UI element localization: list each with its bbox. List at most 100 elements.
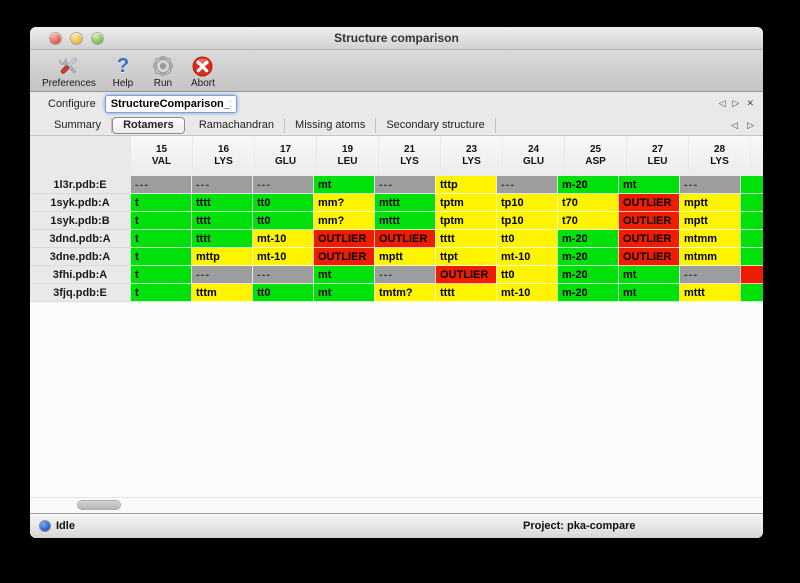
rotamer-cell[interactable]: mm? xyxy=(313,194,374,212)
tab-prev-icon[interactable]: ◁ xyxy=(731,119,739,130)
toolbar-button-preferences[interactable]: Preferences xyxy=(42,54,96,89)
rotamer-cell[interactable]: mt xyxy=(618,284,679,302)
rotamer-cell[interactable]: mt-10 xyxy=(496,284,557,302)
rotamer-cell[interactable]: --- xyxy=(191,176,252,194)
rotamer-cell[interactable]: mt xyxy=(618,266,679,284)
rotamer-cell[interactable]: mptt xyxy=(679,194,740,212)
rotamer-cell[interactable]: mttt xyxy=(679,284,740,302)
rotamer-cell[interactable]: OUTLIER xyxy=(618,248,679,266)
rotamer-cell[interactable]: --- xyxy=(374,266,435,284)
toolbar-button-abort[interactable]: Abort xyxy=(190,54,216,89)
rotamer-cell[interactable]: --- xyxy=(374,176,435,194)
rotamer-cell[interactable]: tp10 xyxy=(496,194,557,212)
rotamer-cell[interactable]: tttm xyxy=(191,284,252,302)
rotamer-cell[interactable]: OUTLIER xyxy=(435,266,496,284)
row-label[interactable]: 1syk.pdb:A xyxy=(30,194,130,212)
rotamer-cell[interactable]: mptt xyxy=(374,248,435,266)
toolbar-button-help[interactable]: ? Help xyxy=(110,54,136,90)
row-label[interactable]: 3dnd.pdb:A xyxy=(30,230,130,248)
tab-ramachandran[interactable]: Ramachandran xyxy=(189,117,286,133)
rotamer-cell[interactable]: t xyxy=(130,230,191,248)
close-button[interactable] xyxy=(50,33,61,44)
rotamer-cell[interactable]: mttt xyxy=(374,194,435,212)
rotamer-cell[interactable]: tt0 xyxy=(252,194,313,212)
rotamer-cell[interactable]: t xyxy=(130,266,191,284)
scrollbar-thumb[interactable] xyxy=(78,501,120,509)
tab-missing-atoms[interactable]: Missing atoms xyxy=(285,117,377,133)
rotamer-cell[interactable]: --- xyxy=(252,266,313,284)
toolbar-button-run[interactable]: Run xyxy=(150,54,176,89)
rotamer-cell[interactable]: --- xyxy=(130,176,191,194)
status-indicator-icon xyxy=(40,521,50,531)
rotamer-cell[interactable]: mt-10 xyxy=(252,230,313,248)
rotamer-cell[interactable]: mt-10 xyxy=(496,248,557,266)
rotamer-cell[interactable]: OUTLIER xyxy=(374,230,435,248)
rotamer-cell[interactable]: tttt xyxy=(191,194,252,212)
rotamer-cell[interactable]: OUTLIER xyxy=(618,212,679,230)
rotamer-cell[interactable]: tt0 xyxy=(252,284,313,302)
rotamer-cell[interactable]: mt xyxy=(313,266,374,284)
rotamer-cell[interactable]: mptt xyxy=(679,212,740,230)
rotamer-cell[interactable]: OUTLIER xyxy=(313,230,374,248)
row-label[interactable]: 1syk.pdb:B xyxy=(30,212,130,230)
rotamer-cell[interactable]: --- xyxy=(252,176,313,194)
rotamer-cell[interactable]: t xyxy=(130,284,191,302)
rotamer-cell[interactable]: tttt xyxy=(435,230,496,248)
rotamer-cell[interactable]: tttt xyxy=(191,230,252,248)
tab-summary[interactable]: Summary xyxy=(44,117,113,133)
rotamer-cell[interactable]: --- xyxy=(679,266,740,284)
title-bar[interactable]: Structure comparison xyxy=(30,27,763,50)
rotamer-cell[interactable]: tttt xyxy=(435,284,496,302)
minimize-button[interactable] xyxy=(71,33,82,44)
rotamer-cell[interactable]: t xyxy=(130,212,191,230)
horizontal-scrollbar[interactable] xyxy=(30,497,763,513)
rotamer-cell[interactable]: mt xyxy=(618,176,679,194)
configure-name-input[interactable] xyxy=(104,94,237,113)
rotamer-cell[interactable]: tt0 xyxy=(496,230,557,248)
rotamer-cell[interactable]: t70 xyxy=(557,194,618,212)
rotamer-cell[interactable]: tt0 xyxy=(496,266,557,284)
configure-close-icon[interactable]: ✕ xyxy=(746,98,754,108)
configure-prev-icon[interactable]: ◁ xyxy=(718,98,726,108)
zoom-button[interactable] xyxy=(92,33,103,44)
rotamer-cell[interactable]: mt xyxy=(313,176,374,194)
rotamer-cell[interactable]: m-20 xyxy=(557,284,618,302)
rotamer-cell[interactable]: tt0 xyxy=(252,212,313,230)
rotamer-cell[interactable]: tttt xyxy=(191,212,252,230)
rotamer-cell[interactable]: OUTLIER xyxy=(618,194,679,212)
rotamer-cell[interactable]: tptm xyxy=(435,194,496,212)
rotamer-cell[interactable]: m-20 xyxy=(557,176,618,194)
rotamer-cell[interactable]: --- xyxy=(191,266,252,284)
toolbar-button-label: Abort xyxy=(190,78,215,89)
rotamer-cell[interactable]: mt xyxy=(313,284,374,302)
rotamer-cell[interactable]: mttp xyxy=(191,248,252,266)
rotamer-cell[interactable]: OUTLIER xyxy=(618,230,679,248)
tab-next-icon[interactable]: ▷ xyxy=(747,119,754,130)
rotamer-cell[interactable]: m-20 xyxy=(557,248,618,266)
rotamer-cell[interactable]: --- xyxy=(496,176,557,194)
rotamer-cell[interactable]: ttpt xyxy=(435,248,496,266)
rotamer-cell[interactable]: t xyxy=(130,194,191,212)
rotamer-cell[interactable]: m-20 xyxy=(557,266,618,284)
rotamer-cell[interactable]: mt-10 xyxy=(252,248,313,266)
rotamer-cell[interactable]: t70 xyxy=(557,212,618,230)
rotamer-cell[interactable]: mm? xyxy=(313,212,374,230)
tab-rotamers[interactable]: Rotamers xyxy=(112,116,185,134)
rotamer-cell[interactable]: mtmm xyxy=(679,248,740,266)
rotamer-cell[interactable]: tmtm? xyxy=(374,284,435,302)
rotamer-cell[interactable]: mttt xyxy=(374,212,435,230)
rotamer-cell[interactable]: m-20 xyxy=(557,230,618,248)
rotamer-cell[interactable]: tptm xyxy=(435,212,496,230)
row-label[interactable]: 3dne.pdb:A xyxy=(30,248,130,266)
row-label[interactable]: 3fjq.pdb:E xyxy=(30,284,130,302)
configure-next-icon[interactable]: ▷ xyxy=(732,98,740,108)
rotamer-cell[interactable]: tp10 xyxy=(496,212,557,230)
row-label[interactable]: 1l3r.pdb:E xyxy=(30,176,130,194)
rotamer-cell[interactable]: --- xyxy=(679,176,740,194)
rotamer-cell[interactable]: tttp xyxy=(435,176,496,194)
row-label[interactable]: 3fhi.pdb:A xyxy=(30,266,130,284)
rotamer-cell[interactable]: t xyxy=(130,248,191,266)
rotamer-cell[interactable]: OUTLIER xyxy=(313,248,374,266)
rotamer-cell[interactable]: mtmm xyxy=(679,230,740,248)
tab-secondary-structure[interactable]: Secondary structure xyxy=(376,117,496,133)
